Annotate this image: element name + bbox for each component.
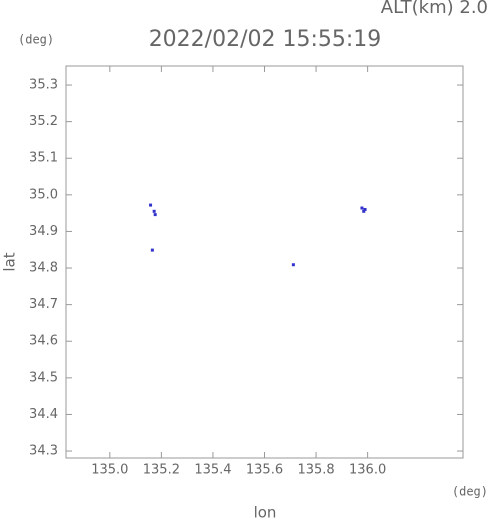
x-tick-label: 135.6 [246,463,283,478]
x-tick-label: 136.0 [349,463,386,478]
chart-title: 2022/02/02 15:55:19 [149,27,382,52]
point [149,203,153,207]
y-axis-label: lat [1,252,19,271]
x-tick-label: 135.4 [194,463,231,478]
point [150,248,154,252]
y-tick-label: 34.5 [29,370,58,385]
point [360,206,364,210]
point [362,209,366,213]
y-tick-label: 35.1 [29,151,58,166]
x-unit: (deg) [452,485,488,499]
y-tick-label: 34.3 [29,444,58,459]
y-tick-label: 34.6 [29,334,58,349]
point [153,213,157,217]
point [152,209,156,213]
y-tick-label: 34.7 [29,297,58,312]
x-tick-label: 135.0 [91,463,128,478]
y-tick-label: 35.0 [29,187,58,202]
x-tick-label: 135.8 [297,463,334,478]
y-tick-label: 34.8 [29,261,58,276]
x-axis-label: lon [254,504,277,521]
y-tick-label: 34.4 [29,407,58,422]
annotation: ALT(km) 2.0 [381,0,488,18]
y-tick-label: 35.2 [29,114,58,129]
x-tick-label: 135.2 [143,463,180,478]
point [291,263,295,267]
plot-frame [65,65,464,459]
point [363,207,367,211]
y-tick-label: 35.3 [29,78,58,93]
y-tick-label: 34.9 [29,224,58,239]
y-unit: (deg) [18,33,54,47]
